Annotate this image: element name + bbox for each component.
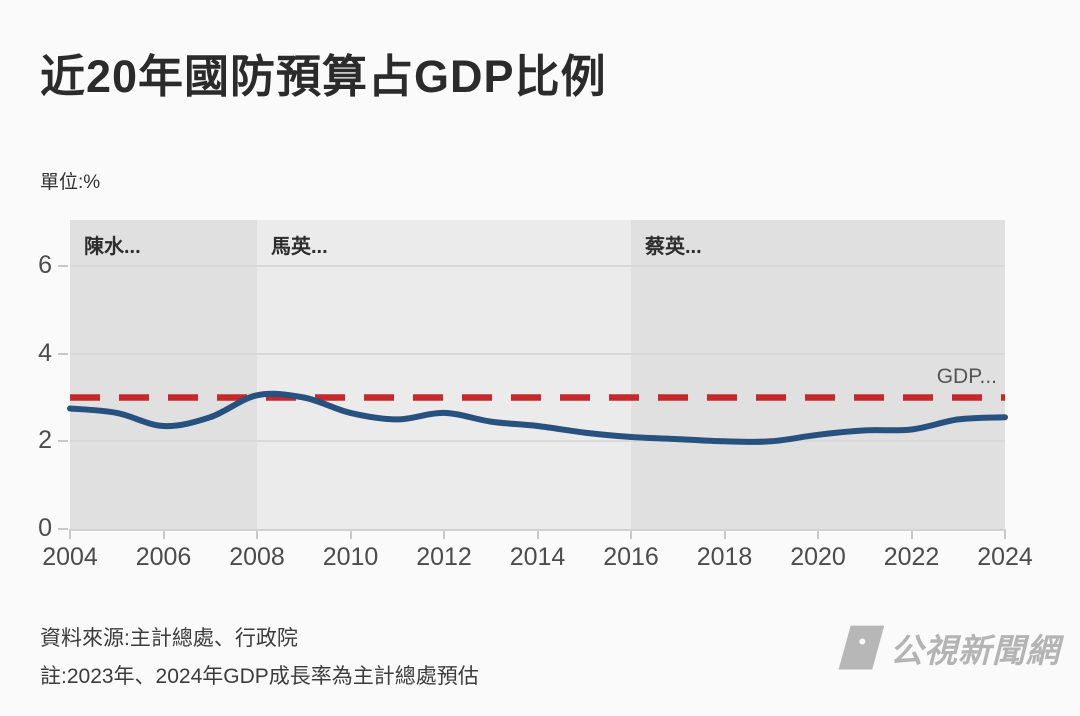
x-axis-line [70, 529, 1005, 531]
x-axis-label-2018: 2018 [696, 543, 753, 571]
x-axis-label-2024: 2024 [977, 543, 1033, 571]
x-axis-tick [817, 529, 819, 539]
pts-logo-text: 公視新聞網 [890, 632, 1060, 669]
y-axis-label-6: 6 [38, 251, 52, 280]
note-line: 註:2023年、2024年GDP成長率為主計總處預估 [40, 665, 479, 688]
x-axis-tick [910, 529, 913, 539]
x-axis-tick [630, 529, 632, 539]
x-axis-tick [256, 529, 258, 539]
x-axis-label-2012: 2012 [416, 543, 472, 571]
y-axis-tick [58, 440, 68, 443]
x-axis-label-2014: 2014 [509, 543, 566, 571]
term-region-label: 馬英... [271, 236, 328, 258]
x-axis-tick [723, 529, 726, 539]
term-region-label: 陳水... [84, 236, 141, 258]
x-axis-tick [69, 529, 71, 539]
unit-label: 單位:% [40, 172, 101, 193]
x-axis-tick [349, 529, 352, 539]
x-axis-label-2022: 2022 [883, 543, 940, 571]
term-region-1: 陳水... [70, 220, 257, 529]
y-axis-label-4: 4 [38, 338, 52, 367]
y-axis-tick [58, 265, 68, 268]
term-region-3: 蔡英... [631, 220, 1005, 529]
x-axis-label-2004: 2004 [42, 543, 98, 571]
gdp-reference-label: GDP... [936, 364, 997, 388]
y-axis-tick [58, 352, 68, 355]
x-axis-label-2010: 2010 [322, 543, 379, 571]
x-axis-tick [1004, 529, 1006, 539]
source-block: 資料來源:主計總處、行政院 註:2023年、2024年GDP成長率為主計總處預估 [40, 620, 479, 696]
chart-title: 近20年國防預算占GDP比例 [40, 51, 607, 102]
pts-news-logo: 公視新聞網 [836, 620, 1060, 676]
y-axis-tick [58, 528, 68, 530]
term-region-label: 蔡英... [645, 236, 702, 258]
x-axis-tick [536, 529, 539, 539]
x-axis-label-2020: 2020 [790, 543, 846, 571]
gridline-y2 [70, 440, 1005, 443]
x-axis-tick [162, 529, 165, 539]
gridline-y6 [70, 265, 1005, 268]
y-axis-label-0: 0 [38, 514, 52, 542]
gridline-y4 [70, 352, 1005, 355]
x-axis-tick [443, 529, 445, 539]
x-axis-label-2008: 2008 [229, 543, 285, 571]
x-axis-label-2006: 2006 [135, 543, 192, 571]
term-region-2: 馬英... [257, 220, 631, 529]
x-axis-label-2016: 2016 [603, 543, 659, 571]
y-axis-label-2: 2 [38, 426, 52, 455]
pts-logo-icon [836, 625, 885, 670]
source-line: 資料來源:主計總處、行政院 [40, 627, 298, 650]
